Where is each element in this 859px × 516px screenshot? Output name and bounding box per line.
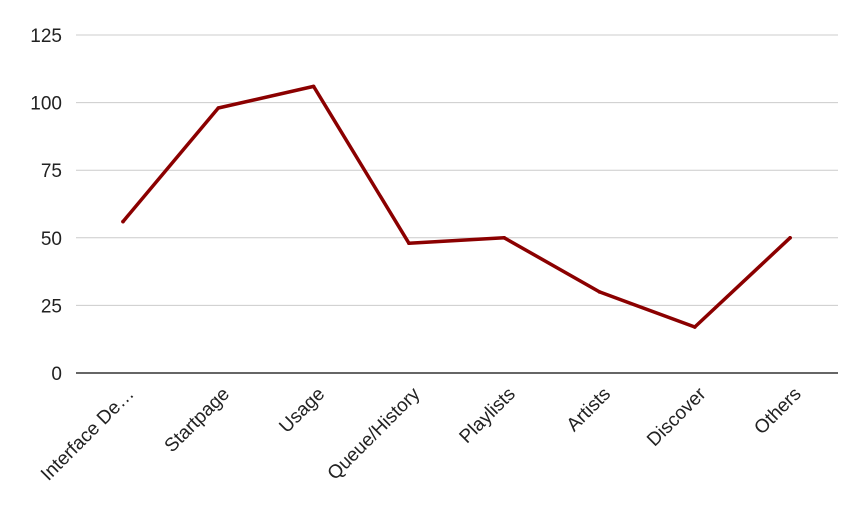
- x-tick-label-3: Queue/History: [324, 383, 425, 484]
- data-point-3: [407, 241, 411, 246]
- data-point-0: [121, 219, 125, 224]
- data-point-1: [216, 106, 221, 110]
- data-point-7: [788, 236, 792, 240]
- y-tick-label-25: 25: [41, 296, 62, 317]
- y-tick-label-50: 50: [41, 229, 62, 250]
- y-tick-label-125: 125: [30, 26, 62, 47]
- data-point-6: [693, 325, 697, 329]
- y-tick-label-0: 0: [51, 364, 62, 385]
- data-point-4: [502, 236, 507, 240]
- data-point-5: [597, 290, 602, 294]
- x-tick-label-1: Startpage: [161, 384, 234, 457]
- x-tick-label-4: Playlists: [456, 384, 520, 448]
- series-layer: [121, 84, 792, 329]
- x-tick-label-2: Usage: [275, 384, 329, 438]
- gridlines: [76, 34, 838, 306]
- data-point-2: [311, 84, 316, 89]
- x-tick-label-0: Interface De…: [37, 384, 138, 485]
- y-tick-label-100: 100: [30, 94, 62, 115]
- series-line-0: [121, 84, 792, 329]
- x-tick-label-6: Discover: [643, 383, 711, 451]
- y-tick-label-75: 75: [41, 161, 62, 182]
- x-tick-label-5: Artists: [563, 384, 615, 436]
- x-axis-tick-labels: Interface De… Startpage UsageQueue/History…: [37, 383, 806, 485]
- y-axis-tick-labels: 0 25 50 75 100 125: [30, 26, 62, 385]
- x-tick-label-7: Others: [750, 384, 805, 439]
